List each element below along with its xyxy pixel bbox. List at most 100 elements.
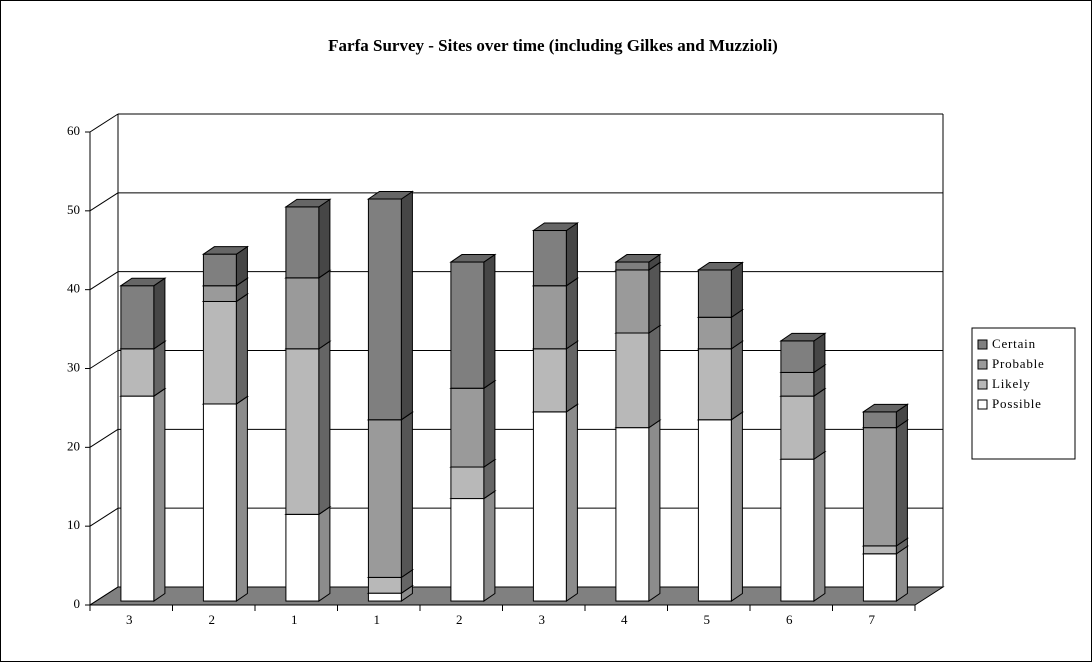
- bar-side: [648, 419, 661, 602]
- bar-front: [780, 458, 815, 602]
- bar-side: [813, 450, 826, 602]
- bar-side: [730, 340, 743, 421]
- bar-side: [235, 395, 248, 602]
- x-tick-label: 3: [539, 612, 546, 627]
- bar-top: [119, 277, 167, 287]
- bar-side: [813, 387, 826, 461]
- bar-side: [565, 222, 578, 287]
- bar-side: [483, 379, 496, 468]
- bar-front: [780, 395, 815, 460]
- bar-front: [615, 427, 650, 602]
- bar-front: [367, 592, 402, 602]
- bar-front: [532, 230, 567, 287]
- bar-side: [153, 387, 166, 602]
- bar-front: [450, 466, 485, 500]
- bar-front: [697, 419, 732, 602]
- bar-front: [862, 427, 897, 547]
- bar-top: [696, 261, 745, 271]
- bar-front: [285, 277, 320, 350]
- legend-label: Possible: [992, 396, 1042, 411]
- bar-front: [532, 411, 567, 602]
- bar-side: [730, 411, 743, 602]
- bar-front: [862, 553, 897, 602]
- bar-side: [895, 419, 908, 547]
- legend-label: Certain: [992, 336, 1036, 351]
- x-tick-label: 2: [456, 612, 463, 627]
- bar-top: [861, 403, 910, 413]
- bar-front: [615, 269, 650, 334]
- bar-side: [648, 324, 661, 429]
- grid-line: [89, 428, 119, 448]
- bar-front: [120, 285, 155, 350]
- x-tick-label: 1: [291, 612, 298, 627]
- y-tick-label: 40: [67, 281, 80, 296]
- x-tick-label: 2: [209, 612, 216, 627]
- bar-top: [779, 332, 827, 342]
- grid-line: [89, 507, 119, 527]
- grid-line: [89, 586, 119, 606]
- x-tick-label: 6: [786, 612, 793, 627]
- bar-front: [450, 498, 485, 602]
- y-tick-label: 10: [67, 517, 80, 532]
- bar-top: [449, 254, 497, 263]
- x-tick-label: 7: [869, 612, 876, 627]
- bar-side: [318, 269, 331, 350]
- bar-front: [615, 261, 650, 271]
- grid-line: [89, 113, 119, 133]
- bar-front: [367, 198, 402, 421]
- bar-front: [862, 545, 897, 555]
- bar-side: [565, 277, 578, 350]
- bar-front: [285, 513, 320, 602]
- bar-front: [367, 576, 402, 594]
- bar-side: [318, 340, 331, 516]
- bar-side: [400, 411, 413, 579]
- legend-swatch: [977, 379, 988, 390]
- bar-front: [697, 316, 732, 350]
- bar-top: [366, 190, 415, 200]
- bar-front: [202, 285, 237, 302]
- bar-front: [202, 300, 237, 405]
- x-tick-label: 5: [704, 612, 711, 627]
- x-tick-label: 4: [621, 612, 628, 627]
- legend-swatch: [977, 339, 988, 350]
- grid-line: [89, 192, 119, 212]
- bar-front: [780, 371, 815, 397]
- grid-line: [89, 271, 119, 291]
- bar-top: [284, 198, 332, 208]
- grid-line: [89, 350, 119, 369]
- bar-side: [648, 261, 661, 334]
- bar-front: [450, 261, 485, 389]
- y-tick-label: 0: [74, 596, 81, 611]
- bar-side: [565, 403, 578, 602]
- bar-side: [318, 505, 331, 602]
- y-tick-label: 50: [67, 202, 80, 217]
- bar-front: [202, 403, 237, 602]
- legend-label: Likely: [992, 376, 1031, 391]
- bar-side: [895, 545, 908, 602]
- bar-side: [483, 490, 496, 602]
- x-tick-label: 3: [126, 612, 133, 627]
- bar-side: [153, 340, 166, 398]
- bar-front: [780, 340, 815, 373]
- legend-label: Probable: [992, 356, 1045, 371]
- bar-front: [862, 411, 897, 429]
- bar-top: [531, 222, 580, 232]
- bar-front: [532, 348, 567, 413]
- bar-side: [483, 253, 496, 390]
- bar-side: [400, 190, 413, 421]
- bar-front: [450, 387, 485, 468]
- bar-top: [201, 246, 250, 255]
- y-tick-label: 60: [67, 123, 80, 138]
- bar-side: [153, 277, 166, 350]
- bar-side: [235, 293, 248, 405]
- bar-front: [202, 253, 237, 287]
- bar-front: [120, 395, 155, 602]
- bar-front: [615, 332, 650, 429]
- bar-front: [285, 348, 320, 515]
- x-tick-label: 1: [374, 612, 381, 627]
- bar-front: [532, 285, 567, 350]
- bar-front: [285, 206, 320, 279]
- bar-front: [367, 419, 402, 578]
- bar-front: [697, 269, 732, 318]
- bar-side: [318, 198, 331, 279]
